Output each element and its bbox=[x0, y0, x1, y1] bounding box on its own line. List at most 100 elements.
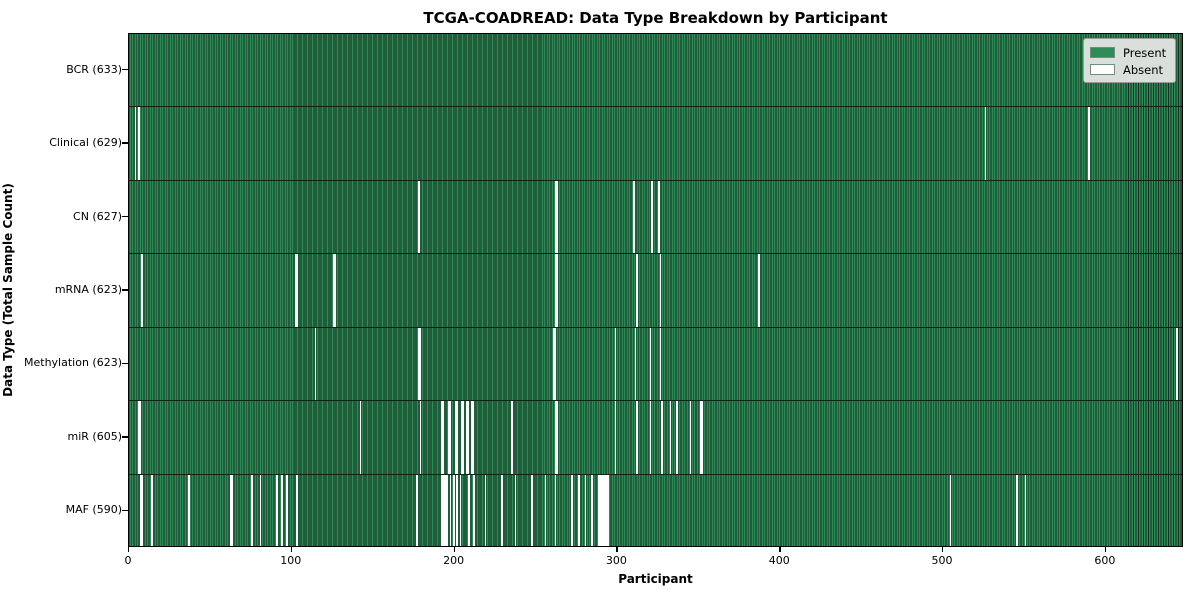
absent-stripe bbox=[554, 179, 558, 254]
plot-area bbox=[128, 33, 1183, 547]
absent-stripe bbox=[259, 473, 262, 547]
heatmap-row-Clinical bbox=[128, 106, 1183, 180]
absent-stripe bbox=[251, 473, 253, 547]
row-separator bbox=[128, 106, 1183, 108]
absent-stripe bbox=[484, 473, 487, 547]
absent-stripe bbox=[418, 326, 421, 401]
row-separator bbox=[128, 179, 1183, 181]
legend-entry-absent: Absent bbox=[1090, 61, 1169, 78]
absent-stripe bbox=[419, 400, 422, 474]
absent-stripe bbox=[1088, 106, 1090, 180]
absent-stripe bbox=[276, 473, 278, 547]
row-separator bbox=[128, 400, 1183, 402]
absent-stripe bbox=[554, 400, 558, 474]
y-tick-mark bbox=[122, 362, 128, 365]
absent-stripe bbox=[659, 326, 662, 401]
absent-stripe bbox=[416, 473, 418, 547]
absent-stripe bbox=[441, 473, 448, 547]
y-tick-mark bbox=[122, 436, 128, 438]
row-separator bbox=[128, 326, 1183, 328]
y-tick-mark bbox=[122, 142, 128, 144]
absent-stripe bbox=[294, 253, 298, 327]
absent-stripe bbox=[614, 400, 617, 474]
legend-absent-label: Absent bbox=[1123, 62, 1164, 77]
y-tick-mark bbox=[122, 509, 128, 511]
absent-stripe bbox=[441, 400, 445, 474]
heatmap-row-BCR bbox=[128, 33, 1183, 107]
x-tick-label-0: 0 bbox=[124, 554, 132, 567]
x-tick-mark bbox=[616, 547, 618, 552]
absent-stripe bbox=[651, 179, 653, 254]
absent-stripe bbox=[661, 400, 663, 474]
absent-stripe bbox=[591, 473, 593, 547]
absent-stripe bbox=[511, 400, 513, 474]
absent-stripe bbox=[468, 473, 470, 547]
x-tick-mark bbox=[1104, 547, 1107, 552]
absent-stripe bbox=[984, 106, 987, 180]
absent-stripe bbox=[296, 473, 298, 547]
absent-stripe bbox=[286, 473, 288, 547]
absent-stripe bbox=[333, 253, 336, 327]
absent-stripe bbox=[473, 473, 475, 547]
absent-stripe bbox=[456, 473, 458, 547]
absent-stripe bbox=[669, 400, 672, 474]
y-tick-label-miR: miR (605) bbox=[67, 429, 123, 443]
absent-stripe bbox=[636, 400, 638, 474]
absent-stripe bbox=[151, 473, 153, 547]
absent-stripe bbox=[138, 400, 141, 474]
absent-stripe bbox=[636, 253, 638, 327]
absent-stripe bbox=[281, 473, 283, 547]
absent-stripe bbox=[689, 400, 692, 474]
absent-stripe bbox=[1024, 473, 1027, 547]
absent-stripe bbox=[359, 400, 362, 474]
absent-stripe bbox=[229, 473, 233, 547]
x-tick-mark bbox=[128, 547, 130, 552]
y-tick-label-CN: CN (627) bbox=[73, 209, 122, 223]
present-swatch bbox=[1090, 47, 1115, 58]
absent-stripe bbox=[676, 400, 678, 474]
y-tick-mark bbox=[122, 69, 128, 71]
absent-stripe bbox=[554, 473, 557, 547]
heatmap-row-MAF bbox=[128, 473, 1183, 547]
absent-stripe bbox=[584, 473, 587, 547]
absent-stripe bbox=[501, 473, 503, 547]
absent-stripe bbox=[453, 473, 455, 547]
absent-stripe bbox=[649, 400, 652, 474]
absent-stripe bbox=[949, 473, 952, 547]
x-tick-mark bbox=[942, 547, 944, 552]
row-separator bbox=[128, 473, 1183, 475]
absent-stripe bbox=[649, 326, 652, 401]
heatmap-row-CN bbox=[128, 179, 1183, 254]
absent-stripe bbox=[459, 473, 462, 547]
absent-stripe bbox=[659, 253, 662, 327]
absent-stripe bbox=[448, 400, 451, 474]
y-tick-label-Clinical: Clinical (629) bbox=[49, 136, 122, 150]
x-tick-label-500: 500 bbox=[931, 554, 953, 567]
absent-stripe bbox=[141, 253, 143, 327]
absent-stripe bbox=[633, 179, 635, 254]
absent-stripe bbox=[553, 326, 556, 401]
absent-stripe bbox=[554, 253, 558, 327]
legend: Present Absent bbox=[1083, 38, 1176, 83]
absent-stripe bbox=[634, 326, 637, 401]
absent-stripe bbox=[418, 179, 420, 254]
absent-stripe bbox=[471, 400, 475, 474]
absent-stripe bbox=[454, 400, 458, 474]
absent-stripe bbox=[598, 473, 610, 547]
heatmap-row-miR bbox=[128, 400, 1183, 474]
absent-stripe bbox=[544, 473, 547, 547]
y-tick-label-Methylation: Methylation (623) bbox=[24, 356, 122, 370]
absent-swatch bbox=[1090, 64, 1115, 75]
heatmap-row-Methylation bbox=[128, 326, 1183, 401]
absent-stripe bbox=[1016, 473, 1018, 547]
absent-stripe bbox=[1176, 326, 1178, 401]
x-tick-mark bbox=[779, 547, 781, 552]
y-tick-mark bbox=[122, 289, 128, 291]
absent-stripe bbox=[449, 473, 452, 547]
x-tick-mark bbox=[453, 547, 455, 552]
x-tick-label-400: 400 bbox=[768, 554, 790, 567]
absent-stripe bbox=[466, 400, 470, 474]
absent-stripe bbox=[138, 106, 140, 180]
absent-stripe bbox=[314, 326, 317, 401]
absent-stripe bbox=[531, 473, 533, 547]
